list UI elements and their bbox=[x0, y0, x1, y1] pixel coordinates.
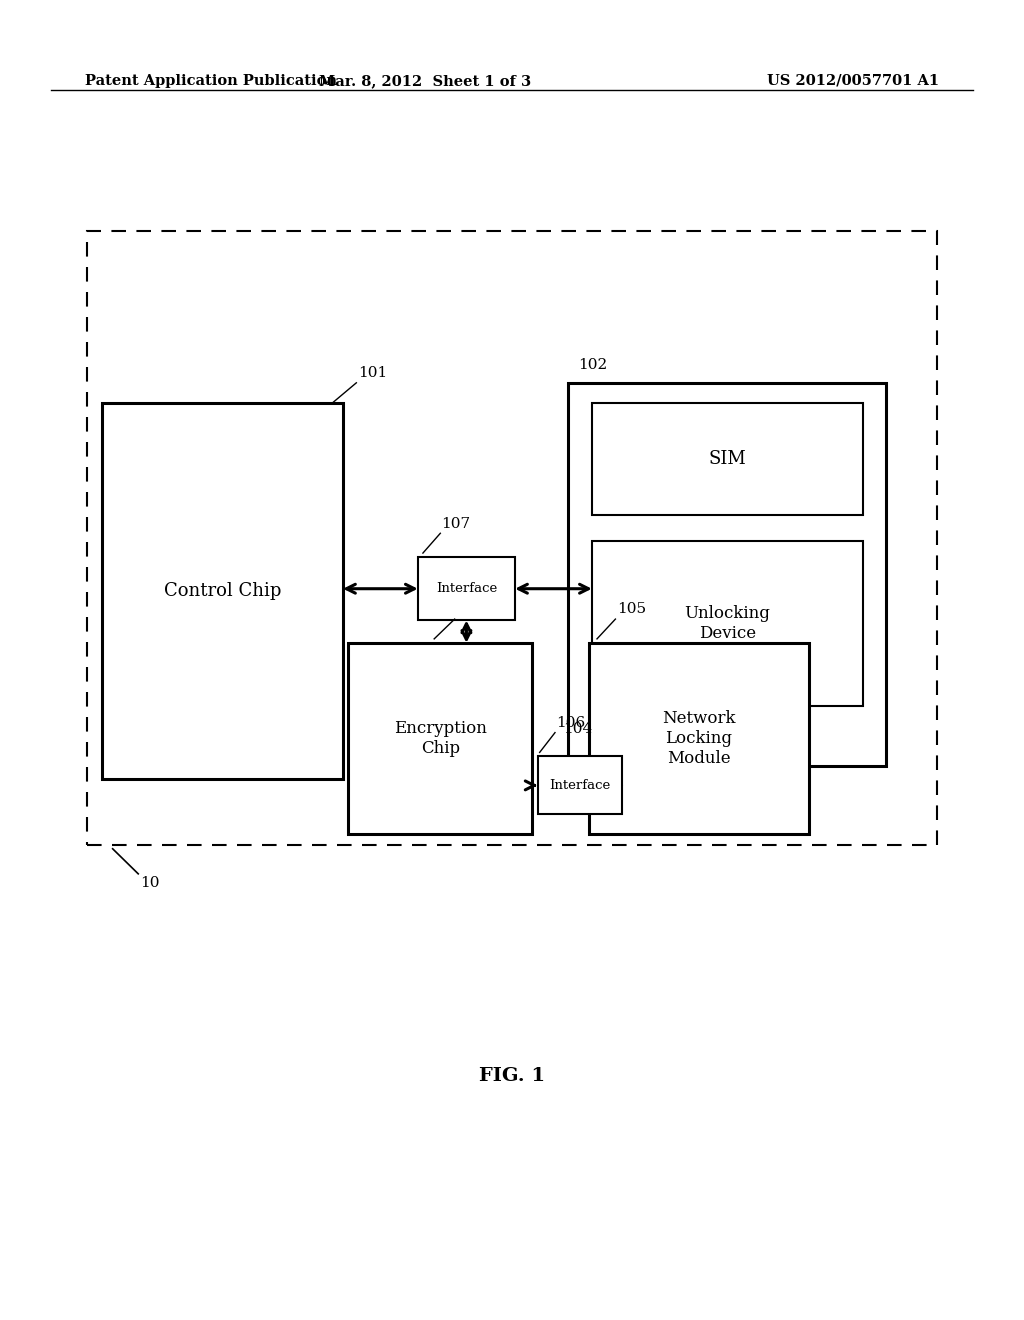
Text: 10: 10 bbox=[140, 876, 160, 891]
Bar bbox=[87, 231, 937, 845]
Bar bbox=[589, 643, 809, 834]
Text: Encryption
Chip: Encryption Chip bbox=[394, 721, 486, 756]
Bar bbox=[538, 756, 622, 814]
Bar bbox=[568, 383, 886, 766]
Bar bbox=[348, 643, 532, 834]
Text: 107: 107 bbox=[441, 516, 470, 531]
Text: 103: 103 bbox=[457, 602, 485, 616]
Bar bbox=[418, 557, 515, 620]
Text: 105: 105 bbox=[617, 602, 646, 616]
Text: 104: 104 bbox=[563, 722, 593, 737]
Bar bbox=[592, 403, 863, 515]
Bar bbox=[592, 541, 863, 706]
Text: 101: 101 bbox=[358, 366, 388, 380]
Text: Unlocking
Device: Unlocking Device bbox=[685, 606, 770, 642]
Text: Patent Application Publication: Patent Application Publication bbox=[85, 74, 337, 88]
Text: Interface: Interface bbox=[436, 582, 497, 595]
Text: FIG. 1: FIG. 1 bbox=[479, 1067, 545, 1085]
Text: 102: 102 bbox=[579, 358, 608, 372]
Bar bbox=[102, 403, 343, 779]
Text: Network
Locking
Module: Network Locking Module bbox=[663, 710, 735, 767]
Text: Mar. 8, 2012  Sheet 1 of 3: Mar. 8, 2012 Sheet 1 of 3 bbox=[318, 74, 531, 88]
Text: 106: 106 bbox=[556, 715, 586, 730]
Text: Interface: Interface bbox=[549, 779, 610, 792]
Text: US 2012/0057701 A1: US 2012/0057701 A1 bbox=[767, 74, 939, 88]
Text: Control Chip: Control Chip bbox=[164, 582, 282, 599]
Text: SIM: SIM bbox=[709, 450, 746, 467]
